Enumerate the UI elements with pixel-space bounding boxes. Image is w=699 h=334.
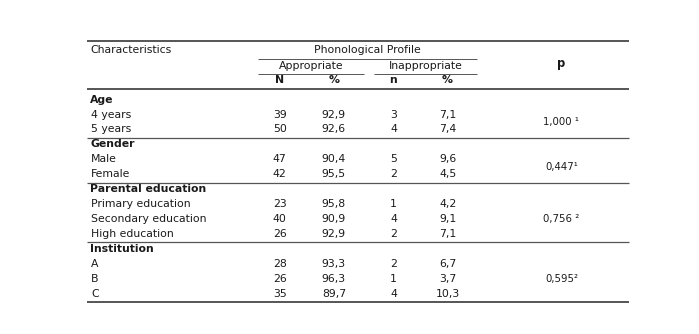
Text: 3: 3 <box>390 110 397 120</box>
Text: 92,9: 92,9 <box>322 229 346 239</box>
Text: 26: 26 <box>273 229 287 239</box>
Text: 1,000 ¹: 1,000 ¹ <box>543 117 579 127</box>
Text: 5: 5 <box>390 154 397 164</box>
Text: 4 years: 4 years <box>91 110 131 120</box>
Text: 95,8: 95,8 <box>322 199 346 209</box>
Text: 39: 39 <box>273 110 287 120</box>
Text: 4: 4 <box>390 289 397 299</box>
Text: Characteristics: Characteristics <box>90 45 171 55</box>
Text: 92,6: 92,6 <box>322 125 346 134</box>
Text: p: p <box>557 57 565 70</box>
Text: 92,9: 92,9 <box>322 110 346 120</box>
Text: Gender: Gender <box>90 139 135 149</box>
Text: 90,4: 90,4 <box>322 154 346 164</box>
Text: 7,1: 7,1 <box>439 229 456 239</box>
Text: Appropriate: Appropriate <box>278 61 343 71</box>
Text: 47: 47 <box>273 154 287 164</box>
Text: Primary education: Primary education <box>91 199 191 209</box>
Text: 9,6: 9,6 <box>439 154 456 164</box>
Text: n: n <box>389 75 397 85</box>
Text: 23: 23 <box>273 199 287 209</box>
Text: 89,7: 89,7 <box>322 289 346 299</box>
Text: 4: 4 <box>390 214 397 224</box>
Text: 28: 28 <box>273 259 287 269</box>
Text: Male: Male <box>91 154 117 164</box>
Text: 9,1: 9,1 <box>439 214 456 224</box>
Text: N: N <box>275 75 284 85</box>
Text: 6,7: 6,7 <box>439 259 456 269</box>
Text: 4,2: 4,2 <box>439 199 456 209</box>
Text: Parental education: Parental education <box>90 184 206 194</box>
Text: Age: Age <box>90 95 113 105</box>
Text: Phonological Profile: Phonological Profile <box>315 45 421 55</box>
Text: A: A <box>91 259 99 269</box>
Text: 0,756 ²: 0,756 ² <box>543 214 579 224</box>
Text: 7,1: 7,1 <box>439 110 456 120</box>
Text: 0,447¹: 0,447¹ <box>545 162 578 172</box>
Text: Secondary education: Secondary education <box>91 214 207 224</box>
Text: 4: 4 <box>390 125 397 134</box>
Text: B: B <box>91 274 99 284</box>
Text: 10,3: 10,3 <box>435 289 460 299</box>
Text: Inappropriate: Inappropriate <box>389 61 463 71</box>
Text: Institution: Institution <box>90 244 154 254</box>
Text: 26: 26 <box>273 274 287 284</box>
Text: 42: 42 <box>273 169 287 179</box>
Text: 4,5: 4,5 <box>439 169 456 179</box>
Text: 40: 40 <box>273 214 287 224</box>
Text: %: % <box>329 75 339 85</box>
Text: 50: 50 <box>273 125 287 134</box>
Text: 93,3: 93,3 <box>322 259 346 269</box>
Text: 96,3: 96,3 <box>322 274 346 284</box>
Text: 95,5: 95,5 <box>322 169 346 179</box>
Text: 2: 2 <box>390 229 397 239</box>
Text: High education: High education <box>91 229 174 239</box>
Text: Female: Female <box>91 169 131 179</box>
Text: 2: 2 <box>390 169 397 179</box>
Text: 90,9: 90,9 <box>322 214 346 224</box>
Text: 3,7: 3,7 <box>439 274 456 284</box>
Text: 5 years: 5 years <box>91 125 131 134</box>
Text: %: % <box>442 75 453 85</box>
Text: 0,595²: 0,595² <box>545 274 578 284</box>
Text: 1: 1 <box>390 199 397 209</box>
Text: 7,4: 7,4 <box>439 125 456 134</box>
Text: 35: 35 <box>273 289 287 299</box>
Text: 2: 2 <box>390 259 397 269</box>
Text: 1: 1 <box>390 274 397 284</box>
Text: C: C <box>91 289 99 299</box>
